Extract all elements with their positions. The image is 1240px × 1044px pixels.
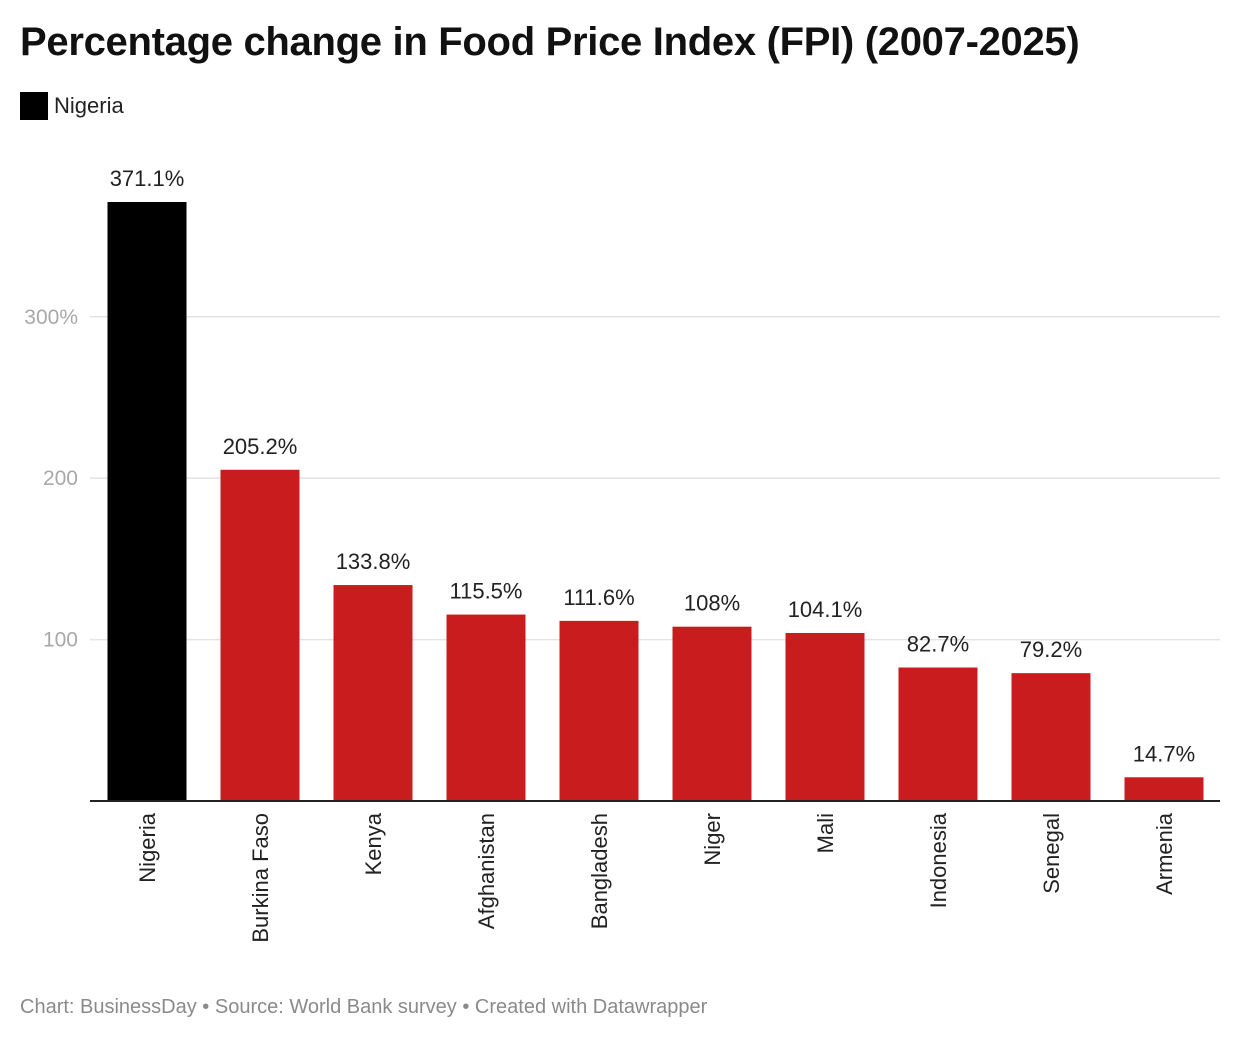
x-tick-label: Bangladesh — [587, 813, 612, 929]
y-tick-label: 100 — [43, 629, 78, 652]
x-tick-label: Indonesia — [926, 812, 951, 908]
x-tick-label: Senegal — [1039, 813, 1064, 894]
data-label: 371.1% — [110, 166, 185, 191]
data-label: 108% — [684, 591, 740, 616]
data-label: 82.7% — [907, 632, 969, 657]
data-label: 14.7% — [1133, 741, 1195, 766]
x-tick-label: Armenia — [1152, 812, 1177, 895]
bar-chart: 100 200 300% 371.1% Nigeria 205.2% Burkina Fas… — [24, 166, 1220, 943]
x-tick-label: Niger — [700, 813, 725, 866]
bar — [559, 620, 639, 801]
legend-swatch — [20, 92, 48, 120]
data-label: 115.5% — [450, 579, 523, 604]
data-label: 133.8% — [336, 549, 411, 574]
chart-footer: Chart: BusinessDay • Source: World Bank … — [20, 996, 708, 1018]
x-tick-label: Nigeria — [135, 812, 160, 882]
bar — [1011, 673, 1091, 801]
x-tick-label: Burkina Faso — [248, 813, 273, 943]
legend-label: Nigeria — [54, 93, 124, 118]
legend: Nigeria — [20, 92, 124, 120]
bar — [446, 614, 526, 801]
bar — [672, 626, 752, 801]
bar — [333, 585, 413, 801]
x-tick-label: Mali — [813, 813, 838, 853]
chart-title: Percentage change in Food Price Index (F… — [20, 20, 1080, 64]
y-tick-label: 300% — [24, 306, 78, 329]
data-label: 79.2% — [1020, 637, 1082, 662]
y-tick-label: 200 — [43, 467, 78, 490]
data-label: 205.2% — [223, 434, 298, 459]
x-tick-label: Afghanistan — [474, 813, 499, 929]
data-label: 104.1% — [788, 597, 863, 622]
bar — [898, 667, 978, 801]
x-tick-label: Kenya — [361, 812, 386, 875]
bar — [785, 632, 865, 801]
bar — [107, 202, 187, 801]
bar — [1124, 777, 1204, 801]
bar — [220, 469, 300, 801]
data-label: 111.6% — [563, 585, 634, 610]
